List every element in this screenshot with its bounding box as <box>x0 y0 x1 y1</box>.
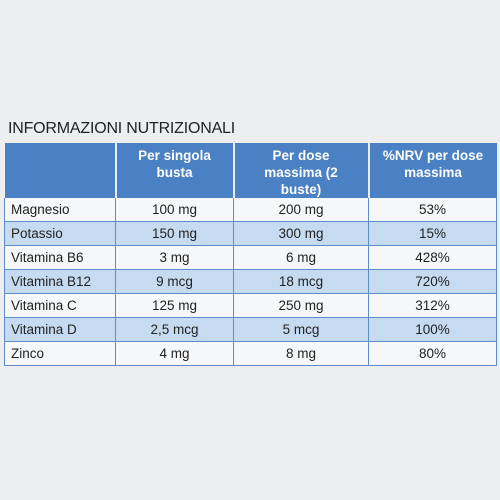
table-cell: 5 mcg <box>233 317 369 342</box>
table-cell: 125 mg <box>115 293 234 318</box>
table-cell: 428% <box>368 245 497 270</box>
table-title: INFORMAZIONI NUTRIZIONALI <box>8 120 236 137</box>
table-cell: 720% <box>368 269 497 294</box>
table-row: Zinco 4 mg 8 mg 80% <box>4 341 497 366</box>
table-cell: 6 mg <box>233 245 369 270</box>
table-cell: 80% <box>368 341 497 366</box>
column-header: Per dose massima (2 buste) <box>233 143 370 198</box>
table-row: Vitamina C 125 mg 250 mg 312% <box>4 293 497 318</box>
column-header: %NRV per dose massima <box>368 143 497 198</box>
nutrient-name: Vitamina B6 <box>4 245 116 270</box>
table-cell: 18 mcg <box>233 269 369 294</box>
table-row: Vitamina B12 9 mcg 18 mcg 720% <box>4 269 497 294</box>
header-cell <box>4 143 117 198</box>
table-cell: 53% <box>368 198 497 222</box>
nutrition-table: Per singola busta Per dose massima (2 bus… <box>4 143 497 366</box>
nutrient-name: Potassio <box>4 221 116 246</box>
table-row: Vitamina B6 3 mg 6 mg 428% <box>4 245 497 270</box>
nutrient-name: Vitamina B12 <box>4 269 116 294</box>
table-cell: 9 mcg <box>115 269 234 294</box>
table-row: Magnesio 100 mg 200 mg 53% <box>4 198 497 222</box>
table-cell: 200 mg <box>233 198 369 222</box>
table-cell: 100 mg <box>115 198 234 222</box>
table-cell: 150 mg <box>115 221 234 246</box>
table-cell: 8 mg <box>233 341 369 366</box>
nutrient-name: Vitamina C <box>4 293 116 318</box>
nutrient-name: Magnesio <box>4 198 116 222</box>
table-cell: 100% <box>368 317 497 342</box>
table-cell: 3 mg <box>115 245 234 270</box>
table-cell: 312% <box>368 293 497 318</box>
nutrient-name: Zinco <box>4 341 116 366</box>
header-row: Per singola busta Per dose massima (2 bus… <box>4 143 497 198</box>
table-cell: 15% <box>368 221 497 246</box>
table-row: Vitamina D 2,5 mcg 5 mcg 100% <box>4 317 497 342</box>
table-cell: 4 mg <box>115 341 234 366</box>
nutrient-name: Vitamina D <box>4 317 116 342</box>
table-row: Potassio 150 mg 300 mg 15% <box>4 221 497 246</box>
table-cell: 250 mg <box>233 293 369 318</box>
column-header: Per singola busta <box>115 143 235 198</box>
table-cell: 300 mg <box>233 221 369 246</box>
table-cell: 2,5 mcg <box>115 317 234 342</box>
